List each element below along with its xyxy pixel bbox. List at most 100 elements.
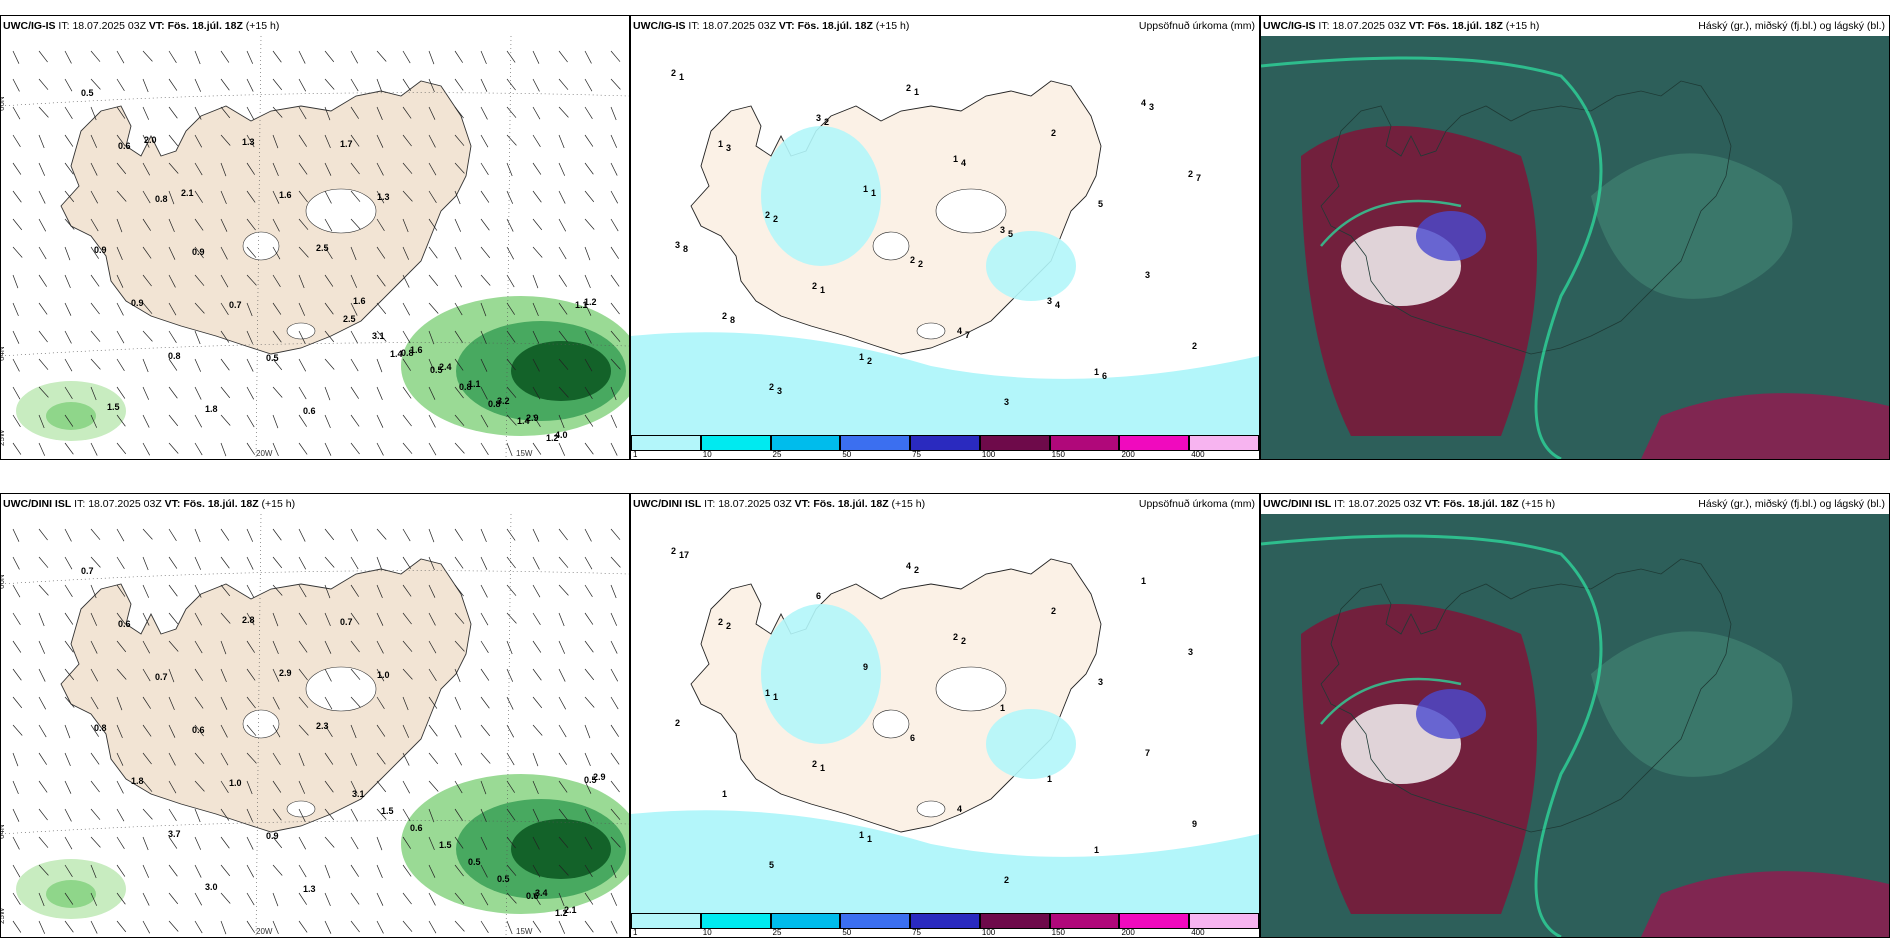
precip-value: 1 xyxy=(859,830,864,840)
wind-barb xyxy=(168,414,179,427)
wind-barb xyxy=(558,668,566,682)
precip-value: 3 xyxy=(1000,225,1005,235)
wind-barb xyxy=(350,556,359,570)
wind-barb xyxy=(480,864,488,878)
wind-barb xyxy=(116,864,126,877)
colorbar-swatch xyxy=(840,913,911,929)
wind-barb xyxy=(220,612,231,624)
wind-barb xyxy=(610,528,621,540)
wind-barb xyxy=(480,386,488,400)
wind-barb xyxy=(298,246,309,258)
wind-barb xyxy=(246,190,256,203)
wind-barb xyxy=(350,892,360,905)
wind-barb xyxy=(38,584,49,596)
wind-barb xyxy=(480,668,490,681)
cloud-edge xyxy=(1320,677,1462,725)
wind-barb xyxy=(168,218,175,233)
wind-barb xyxy=(142,218,151,231)
panel-precip-bottom: UWC/DINI ISL IT: 18.07.2025 03Z VT: Fös.… xyxy=(630,493,1260,938)
wind-barb xyxy=(246,724,257,736)
wind-barb xyxy=(480,808,487,823)
wind-barb xyxy=(324,696,333,710)
precip-value: 2 xyxy=(718,617,723,627)
wind-barb xyxy=(428,50,435,65)
wind-barb xyxy=(350,190,361,202)
gust-value: 2.1 xyxy=(181,188,194,198)
wind-barb xyxy=(506,752,515,766)
wind-barb xyxy=(454,556,464,569)
colorbar-swatch xyxy=(700,913,771,929)
wind-barb xyxy=(272,190,280,204)
wind-barb xyxy=(610,302,620,315)
wind-barb xyxy=(428,302,439,314)
precip-value: 6 xyxy=(1102,371,1107,381)
gust-value: 0.6 xyxy=(192,725,205,735)
precip-value: 1 xyxy=(859,352,864,362)
wind-barb xyxy=(558,218,567,232)
wind-barb xyxy=(298,612,307,625)
wind-barb xyxy=(194,78,202,92)
wind-barb xyxy=(298,724,309,736)
precip-value: 1 xyxy=(953,154,958,164)
wind-barb xyxy=(532,836,540,850)
wind-barb xyxy=(558,752,567,765)
wind-barb xyxy=(220,330,230,343)
wind-barb xyxy=(116,528,125,542)
wind-barb xyxy=(584,274,591,289)
wind-barb xyxy=(376,808,387,820)
wind-barb xyxy=(532,78,540,92)
wind-barb xyxy=(142,330,153,342)
wind-barb xyxy=(532,752,539,767)
wind-barb xyxy=(116,808,125,822)
wind-barb xyxy=(376,106,383,121)
wind-barb xyxy=(480,696,490,709)
iceland-coastline xyxy=(1320,558,1732,833)
mid-cloud xyxy=(1416,211,1486,261)
wind-barb xyxy=(246,302,253,317)
wind-barb xyxy=(168,752,176,766)
precip-value: 3 xyxy=(816,113,821,123)
colorbar-swatch xyxy=(840,435,911,451)
panel-wind-bottom: UWC/DINI ISL IT: 18.07.2025 03Z VT: Fös.… xyxy=(0,493,630,938)
wind-barb xyxy=(246,752,257,764)
colorbar-label: 100 xyxy=(981,450,996,459)
wind-barb xyxy=(38,696,47,710)
wind-barb xyxy=(12,302,19,317)
wind-barb xyxy=(64,808,72,822)
cloud-area xyxy=(1591,153,1793,299)
wind-barb xyxy=(324,218,333,232)
panel-header: UWC/DINI ISL IT: 18.07.2025 03Z VT: Fös.… xyxy=(631,494,1259,514)
colorbar-label: 200 xyxy=(1121,450,1135,459)
wind-barb xyxy=(272,358,283,371)
colorbar-label: 25 xyxy=(772,450,782,459)
wind-barb xyxy=(142,556,149,571)
wind-barb xyxy=(610,612,618,626)
wind-barb xyxy=(246,386,255,400)
wind-barb xyxy=(220,668,227,683)
wind-barb xyxy=(90,414,98,428)
wind-barb xyxy=(454,246,462,260)
wind-barb xyxy=(376,864,383,879)
wind-barb xyxy=(116,190,127,202)
wind-barb xyxy=(12,386,21,400)
wind-barb xyxy=(376,556,383,571)
wind-barb xyxy=(402,414,412,427)
precip-value: 1 xyxy=(914,87,919,97)
wind-barb xyxy=(12,864,21,878)
wind-barb xyxy=(402,330,411,344)
wind-barb xyxy=(350,808,359,822)
wind-barb xyxy=(428,668,437,682)
panel-field-title: Háský (gr.), miðský (fj.bl.) og lágský (… xyxy=(1698,20,1885,32)
wind-barb xyxy=(506,78,516,91)
wind-barb xyxy=(376,50,387,62)
wind-barb xyxy=(428,584,436,598)
wind-barb xyxy=(454,134,465,146)
precip-value: 2 xyxy=(671,68,676,78)
wind-barb xyxy=(402,640,413,652)
wind-barb xyxy=(64,724,71,739)
wind-barb xyxy=(90,106,97,121)
glacier-vatnajokull xyxy=(935,188,1007,234)
colorbar-label: 10 xyxy=(702,928,712,937)
wind-barb xyxy=(64,442,74,455)
wind-barb xyxy=(324,190,332,204)
